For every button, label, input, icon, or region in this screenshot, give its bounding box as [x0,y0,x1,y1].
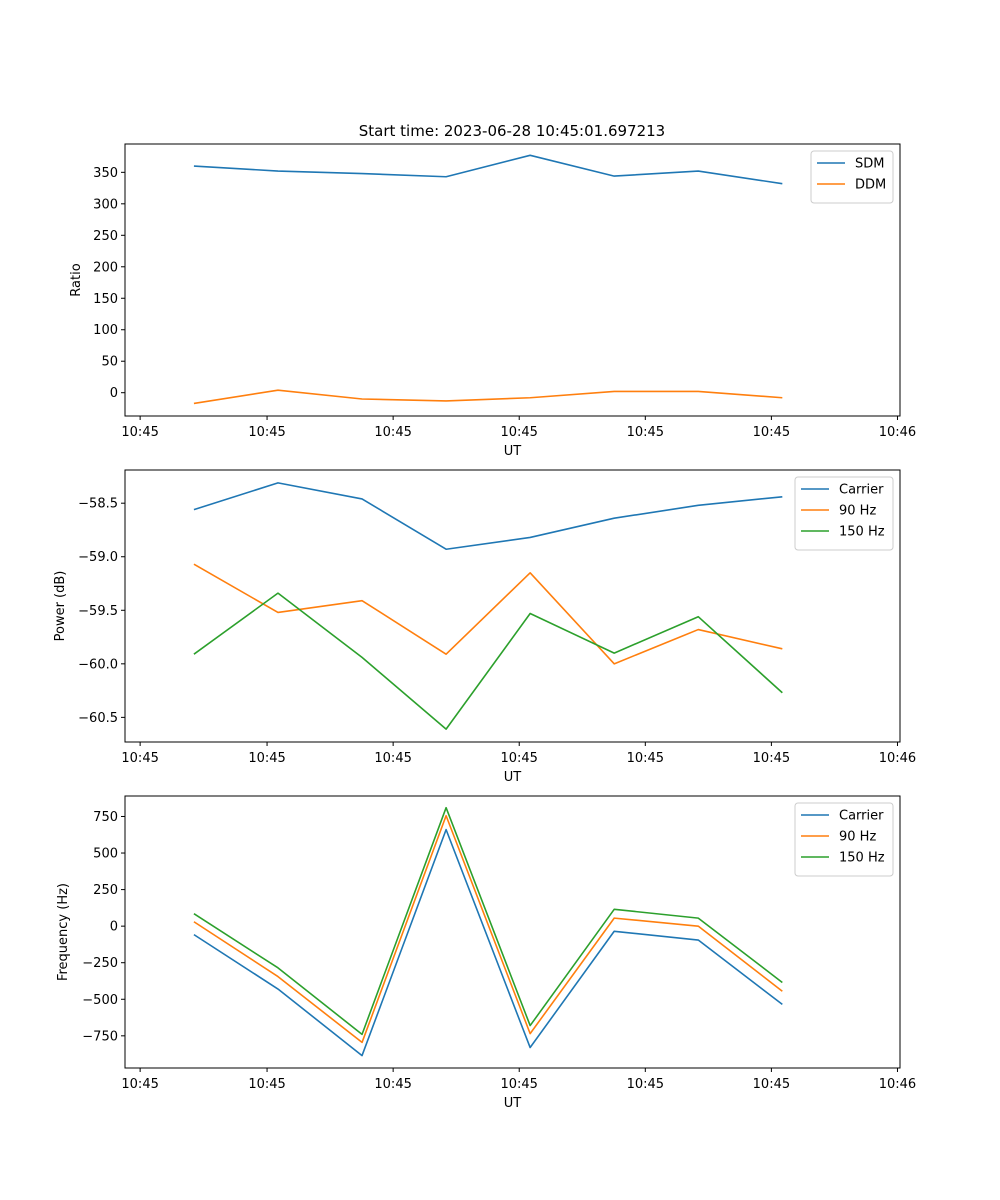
x-tick-label: 10:45 [374,1077,411,1092]
x-axis-label: UT [504,770,522,785]
legend: SDM DDM [810,150,894,204]
y-tick-label: 100 [93,323,118,338]
figure-title: Start time: 2023-06-28 10:45:01.697213 [359,122,665,140]
x-tick-label: 10:45 [753,751,790,766]
series-line-carrier [193,828,783,1057]
legend-label: DDM [855,178,886,193]
y-axis-label: Ratio [69,263,84,296]
series-line-90-hz [193,563,783,665]
subplot-3: 10:45 10:45 10:45 10:45 10:45 10:45 10:46 −750 −… [56,795,916,1111]
legend-label: SDM [855,157,884,172]
y-tick-label: −60.0 [78,657,118,672]
y-tick-label: −59.0 [78,550,118,565]
y-tick-label: 250 [93,883,118,898]
y-tick-label: −250 [82,956,118,971]
x-tick-label: 10:45 [248,751,285,766]
x-tick-label: 10:45 [121,1077,158,1092]
x-tick-label: 10:45 [753,1077,790,1092]
x-tick-label: 10:45 [627,425,664,440]
legend-label: 90 Hz [839,830,876,845]
y-tick-label: −60.5 [78,711,118,726]
y-axis-label: Frequency (Hz) [56,883,71,981]
y-tick-label: 300 [93,197,118,212]
x-tick-label: 10:45 [500,751,537,766]
y-tick-label: 750 [93,810,118,825]
legend-label: 150 Hz [839,851,885,866]
x-tick-label: 10:46 [879,751,916,766]
y-tick-label: 200 [93,260,118,275]
x-tick-label: 10:45 [500,425,537,440]
y-tick-label: −59.5 [78,604,118,619]
y-tick-label: 50 [101,355,118,370]
x-tick-label: 10:45 [121,751,158,766]
series-line-ddm [193,389,783,405]
axes-frame [124,143,901,417]
legend: Carrier 90 Hz 150 Hz [794,802,894,877]
legend-label: 90 Hz [839,504,876,519]
y-tick-label: −750 [82,1029,118,1044]
y-tick-label: −58.5 [78,497,118,512]
y-tick-label: 350 [93,166,118,181]
subplot-1: 10:45 10:45 10:45 10:45 10:45 10:45 10:46 0 50 10… [69,143,916,459]
series-line-90-hz [193,814,783,1044]
subplots: 10:45 10:45 10:45 10:45 10:45 10:45 10:46 0 50 10… [53,143,916,1111]
x-tick-label: 10:45 [121,425,158,440]
y-tick-label: −500 [82,993,118,1008]
subplot-2: 10:45 10:45 10:45 10:45 10:45 10:45 10:46 −60.5… [53,469,916,785]
x-axis-label: UT [504,1096,522,1111]
axes-frame [124,469,901,743]
legend-label: Carrier [839,809,884,824]
y-tick-label: 0 [110,920,118,935]
legend-label: Carrier [839,483,884,498]
series-line-150-hz [193,806,783,1036]
x-tick-label: 10:45 [627,751,664,766]
x-tick-label: 10:45 [627,1077,664,1092]
legend-label: 150 Hz [839,525,885,540]
x-tick-label: 10:45 [248,425,285,440]
axes-frame [124,795,901,1069]
x-tick-label: 10:46 [879,425,916,440]
legend-box [810,150,894,204]
y-tick-label: 0 [110,386,118,401]
legend: Carrier 90 Hz 150 Hz [794,476,894,551]
x-axis-label: UT [504,444,522,459]
x-tick-label: 10:46 [879,1077,916,1092]
series-line-150-hz [193,592,783,730]
y-axis-label: Power (dB) [53,571,68,642]
x-tick-label: 10:45 [374,751,411,766]
x-tick-label: 10:45 [753,425,790,440]
series-line-carrier [193,482,783,551]
y-tick-label: 500 [93,847,118,862]
y-tick-label: 250 [93,229,118,244]
series-line-sdm [193,154,783,185]
y-tick-label: 150 [93,292,118,307]
x-tick-label: 10:45 [500,1077,537,1092]
x-tick-label: 10:45 [374,425,411,440]
x-tick-label: 10:45 [248,1077,285,1092]
